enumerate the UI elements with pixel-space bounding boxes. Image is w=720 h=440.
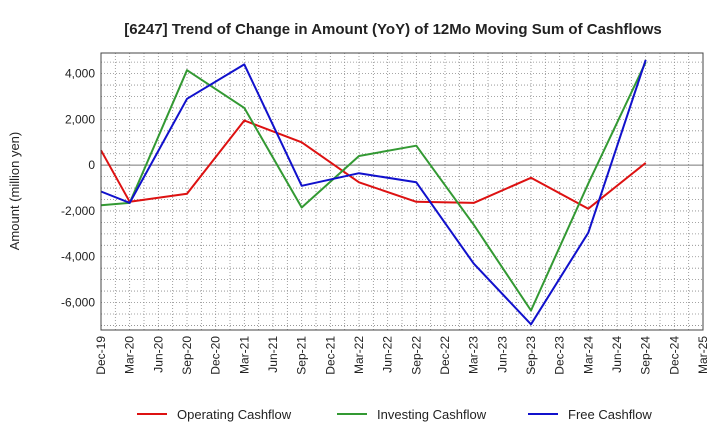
x-tick-label: Mar-25 bbox=[696, 336, 710, 374]
chart-title: [6247] Trend of Change in Amount (YoY) o… bbox=[124, 21, 662, 38]
legend: Operating Cashflow Investing Cashflow Free… bbox=[137, 407, 652, 422]
operating-cashflow-line bbox=[100, 119, 647, 210]
x-tick-label: Mar-21 bbox=[237, 336, 251, 374]
x-tick-labels: Dec-19 Mar-20 Jun-20 Sep-20 Dec-20 Mar-21 Jun-… bbox=[94, 336, 710, 375]
x-tick-label: Sep-20 bbox=[180, 336, 194, 375]
y-axis-label: Amount (million yen) bbox=[7, 132, 22, 251]
x-tick-label: Jun-23 bbox=[495, 336, 509, 373]
x-tick-label: Mar-22 bbox=[352, 336, 366, 374]
investing-cashflow-line bbox=[100, 61, 647, 312]
plot-border bbox=[100, 52, 704, 331]
x-tick-label: Mar-24 bbox=[581, 336, 595, 374]
grid-lines bbox=[100, 53, 704, 330]
x-tick-label: Mar-23 bbox=[467, 336, 481, 374]
plot-frame bbox=[100, 52, 704, 331]
y-tick-labels: 4,000 2,000 0 -2,000 -4,000 -6,000 bbox=[61, 67, 95, 310]
x-tick-label: Sep-24 bbox=[639, 336, 653, 375]
x-tick-label: Jun-20 bbox=[151, 336, 165, 373]
x-tick-label: Sep-23 bbox=[524, 336, 538, 375]
x-tick-label: Dec-22 bbox=[438, 336, 452, 375]
y-tick-label: 2,000 bbox=[65, 112, 95, 126]
y-tick-label: -4,000 bbox=[61, 250, 95, 264]
x-tick-label: Mar-20 bbox=[123, 336, 137, 374]
x-tick-label: Dec-23 bbox=[553, 336, 567, 375]
y-tick-label: -6,000 bbox=[61, 296, 95, 310]
x-tick-label: Dec-20 bbox=[209, 336, 223, 375]
x-tick-label: Dec-19 bbox=[94, 336, 108, 375]
x-tick-label: Sep-22 bbox=[409, 336, 423, 375]
x-tick-label: Jun-21 bbox=[266, 336, 280, 373]
y-tick-label: 4,000 bbox=[65, 67, 95, 81]
y-tick-label: 0 bbox=[88, 158, 95, 172]
investing-cashflow-legend-label: Investing Cashflow bbox=[377, 407, 487, 422]
x-tick-label: Jun-22 bbox=[381, 336, 395, 373]
operating-cashflow-legend-label: Operating Cashflow bbox=[177, 407, 292, 422]
free-cashflow-line bbox=[100, 59, 647, 326]
x-tick-label: Jun-24 bbox=[610, 336, 624, 373]
series-lines bbox=[100, 59, 647, 326]
x-tick-label: Dec-24 bbox=[667, 336, 681, 375]
x-tick-label: Dec-21 bbox=[323, 336, 337, 375]
y-tick-label: -2,000 bbox=[61, 204, 95, 218]
x-tick-label: Sep-21 bbox=[295, 336, 309, 375]
free-cashflow-legend-label: Free Cashflow bbox=[568, 407, 652, 422]
